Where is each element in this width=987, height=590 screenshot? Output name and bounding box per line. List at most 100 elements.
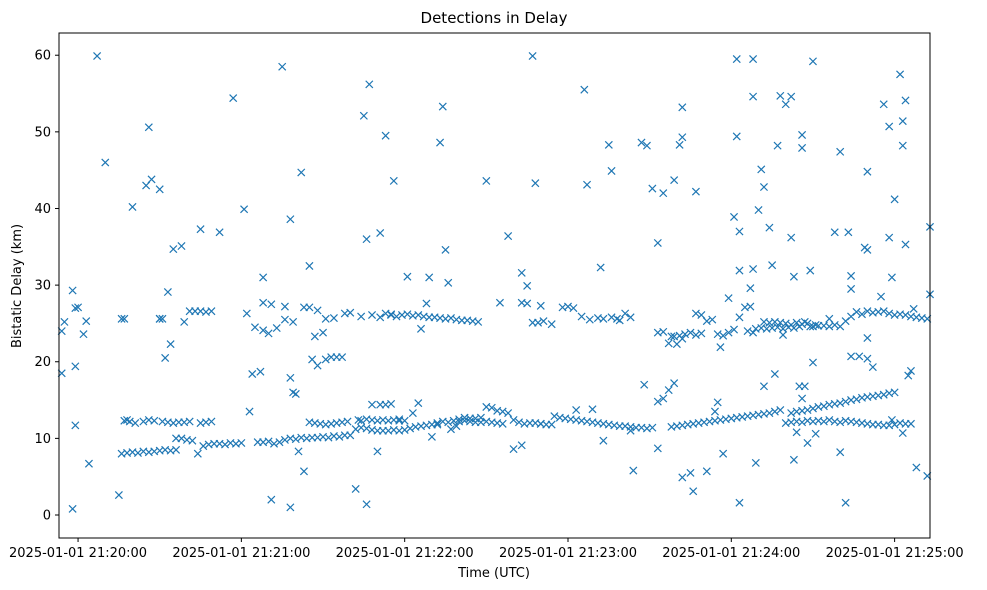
- data-point-x-marker: [863, 354, 872, 363]
- data-point-x-marker: [547, 320, 556, 329]
- data-point-x-marker: [289, 317, 298, 326]
- data-point-x-marker: [642, 141, 651, 150]
- data-point-x-marker: [746, 302, 755, 311]
- data-point-x-marker: [798, 130, 807, 139]
- data-point-x-marker: [286, 373, 295, 382]
- data-point-x-marker: [242, 309, 251, 318]
- data-point-x-marker: [498, 419, 507, 428]
- data-point-x-marker: [362, 500, 371, 509]
- data-point-x-marker: [392, 312, 401, 321]
- data-point-x-marker: [172, 445, 181, 454]
- data-point-x-marker: [792, 318, 801, 327]
- data-point-x-marker: [74, 303, 83, 312]
- data-point-x-marker: [547, 420, 556, 429]
- data-point-x-marker: [825, 322, 834, 331]
- data-point-x-marker: [354, 415, 363, 425]
- data-point-x-marker: [713, 398, 722, 407]
- data-point-x-marker: [749, 264, 758, 274]
- data-point-x-marker: [389, 176, 398, 185]
- data-point-x-marker: [163, 287, 172, 297]
- data-point-x-marker: [444, 278, 453, 287]
- data-point-x-marker: [338, 353, 347, 362]
- data-point-x-marker: [71, 304, 80, 313]
- data-point-x-marker: [898, 141, 907, 150]
- data-point-x-marker: [599, 436, 608, 445]
- data-point-x-marker: [607, 313, 616, 322]
- data-point-x-marker: [286, 503, 295, 512]
- data-point-x-marker: [803, 406, 812, 415]
- data-point-x-marker: [270, 439, 279, 448]
- data-point-x-marker: [280, 302, 289, 311]
- data-point-x-marker: [387, 399, 396, 408]
- data-point-x-marker: [272, 324, 281, 333]
- data-point-x-marker: [787, 92, 796, 101]
- data-point-x-marker: [313, 361, 322, 370]
- data-point-x-marker: [659, 189, 668, 198]
- data-point-x-marker: [572, 406, 581, 415]
- data-point-x-marker: [414, 399, 423, 408]
- data-point-x-marker: [131, 419, 140, 428]
- data-point-x-marker: [373, 447, 382, 456]
- data-point-x-marker: [495, 298, 504, 307]
- data-point-x-marker: [749, 55, 758, 64]
- data-point-x-marker: [808, 57, 817, 66]
- data-point-x-marker: [267, 495, 276, 504]
- data-point-x-marker: [362, 235, 371, 244]
- x-tick-label: 2025-01-01 21:24:00: [662, 546, 800, 561]
- data-point-x-marker: [351, 425, 360, 434]
- data-point-x-marker: [648, 423, 657, 432]
- data-point-x-marker: [433, 419, 442, 428]
- data-point-x-marker: [313, 306, 322, 315]
- data-point-x-marker: [621, 309, 630, 318]
- data-point-x-marker: [482, 176, 491, 185]
- data-point-x-marker: [776, 406, 785, 415]
- data-point-x-marker: [150, 416, 159, 425]
- data-point-x-marker: [367, 310, 377, 320]
- data-point-x-marker: [664, 339, 673, 348]
- data-point-x-marker: [773, 323, 782, 332]
- data-point-x-marker: [498, 407, 507, 416]
- data-point-x-marker: [425, 273, 434, 282]
- data-point-x-marker: [504, 409, 513, 418]
- data-point-x-marker: [422, 299, 431, 308]
- data-point-x-marker: [716, 343, 725, 352]
- data-point-x-marker: [438, 102, 447, 111]
- data-point-x-marker: [406, 424, 415, 433]
- data-point-x-marker: [664, 386, 673, 395]
- data-point-x-marker: [890, 195, 899, 204]
- data-point-x-marker: [735, 498, 744, 507]
- data-point-x-marker: [670, 379, 679, 388]
- data-point-x-marker: [395, 415, 404, 424]
- data-point-x-marker: [681, 330, 690, 339]
- data-point-x-marker: [60, 317, 69, 326]
- data-point-x-marker: [904, 371, 913, 380]
- data-point-x-marker: [177, 434, 186, 443]
- data-point-x-marker: [297, 168, 306, 177]
- data-point-x-marker: [863, 245, 872, 254]
- data-point-x-marker: [686, 468, 695, 477]
- y-tick-label: 0: [43, 509, 51, 524]
- plot-area: [57, 51, 935, 513]
- data-point-x-marker: [708, 315, 717, 324]
- data-point-x-marker: [604, 140, 613, 149]
- x-tick-label: 2025-01-01 21:21:00: [172, 546, 310, 561]
- data-point-x-marker: [912, 463, 921, 472]
- data-point-x-marker: [825, 314, 834, 323]
- data-point-x-marker: [563, 302, 573, 311]
- data-point-x-marker: [754, 205, 763, 215]
- data-point-x-marker: [686, 328, 695, 337]
- data-point-x-marker: [207, 417, 216, 426]
- data-point-x-marker: [365, 80, 374, 89]
- data-point-x-marker: [193, 449, 202, 458]
- data-point-x-marker: [789, 455, 798, 464]
- data-point-x-marker: [264, 437, 273, 446]
- data-point-x-marker: [133, 448, 142, 457]
- data-point-x-marker: [550, 412, 559, 421]
- data-point-x-marker: [114, 491, 123, 500]
- data-point-x-marker: [697, 310, 706, 320]
- data-point-x-marker: [901, 240, 910, 249]
- data-point-x-marker: [670, 176, 679, 185]
- data-point-x-marker: [746, 284, 755, 293]
- data-point-x-marker: [188, 436, 197, 445]
- data-point-x-marker: [580, 85, 589, 94]
